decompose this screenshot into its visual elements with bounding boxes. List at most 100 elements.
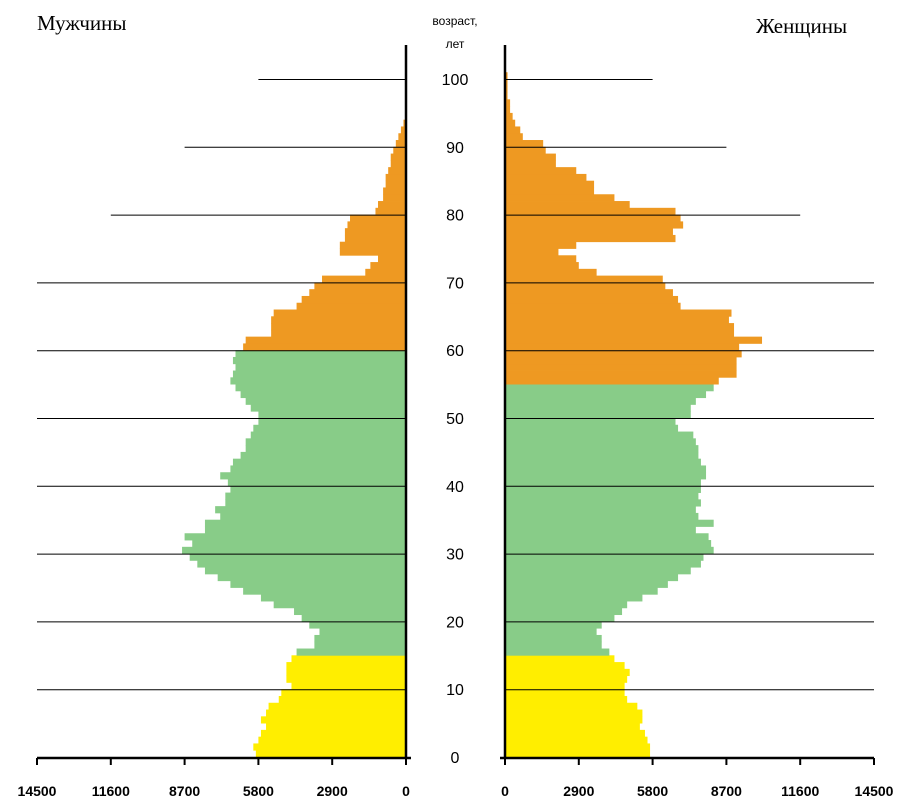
age-tick-label: 30 — [446, 547, 464, 564]
female-bar-age-96 — [505, 99, 511, 107]
male-bar-age-53 — [240, 390, 406, 399]
male-bar-age-82 — [383, 194, 406, 202]
male-bar-age-91 — [398, 133, 406, 141]
female-bar-age-79 — [505, 214, 681, 222]
male-bar-age-71 — [365, 268, 406, 277]
male-bar-age-44 — [240, 451, 406, 460]
female-bar-age-30 — [505, 546, 714, 554]
male-bar-age-9 — [281, 689, 406, 697]
female-bar-age-50 — [505, 411, 691, 419]
female-bar-age-0 — [505, 750, 651, 758]
male-bar-age-83 — [383, 187, 406, 195]
male-bar-age-39 — [230, 485, 406, 493]
male-x-tick-label: 11600 — [92, 783, 130, 799]
male-bar-age-6 — [266, 709, 406, 717]
male-bar-age-12 — [286, 668, 406, 677]
male-bar-age-81 — [378, 201, 406, 209]
female-bar-age-26 — [505, 573, 679, 582]
female-bar-age-35 — [505, 512, 699, 521]
male-bar-age-90 — [395, 140, 406, 148]
male-bar-age-68 — [309, 289, 406, 297]
male-bar-age-54 — [235, 384, 406, 392]
male-bar-age-61 — [245, 336, 406, 344]
female-bar-age-24 — [505, 587, 658, 595]
female-bar-age-81 — [505, 201, 630, 209]
male-bar-age-73 — [378, 255, 406, 263]
female-bar-age-37 — [505, 499, 701, 507]
female-bar-age-78 — [505, 221, 684, 229]
female-x-tick-label: 2900 — [563, 783, 594, 799]
female-bar-age-80 — [505, 207, 676, 215]
male-bar-age-56 — [232, 370, 406, 378]
male-bar-age-63 — [271, 323, 406, 331]
male-bar-age-50 — [258, 411, 406, 419]
male-bar-age-78 — [347, 221, 406, 229]
female-bar-age-15 — [505, 648, 610, 656]
female-bar-age-69 — [505, 282, 666, 290]
male-bar-age-4 — [266, 723, 406, 731]
female-bar-age-85 — [505, 173, 587, 182]
labels-layer: Мужчины Женщины возраст, лет 14500 11600 8… — [18, 11, 894, 799]
age-tick-label: 80 — [446, 208, 464, 225]
female-bar-age-19 — [505, 621, 602, 629]
female-bar-age-64 — [505, 316, 729, 324]
male-bar-age-25 — [230, 580, 406, 588]
female-bar-age-39 — [505, 485, 701, 493]
male-bar-age-67 — [301, 295, 406, 304]
female-bar-age-34 — [505, 519, 714, 527]
female-bar-age-5 — [505, 716, 643, 724]
female-bar-age-7 — [505, 702, 638, 710]
female-bar-age-47 — [505, 431, 694, 439]
male-bar-age-37 — [225, 499, 406, 507]
male-bar-age-0 — [255, 750, 406, 758]
male-bar-age-13 — [286, 662, 406, 670]
female-bar-age-97 — [505, 92, 508, 100]
female-title: Женщины — [756, 14, 847, 38]
female-bar-age-25 — [505, 580, 668, 588]
female-bar-age-14 — [505, 655, 615, 663]
male-bar-age-45 — [245, 445, 406, 453]
male-x-tick-label: 14500 — [18, 783, 57, 799]
female-bar-age-75 — [505, 241, 577, 249]
female-bar-age-4 — [505, 723, 640, 731]
female-bar-age-23 — [505, 594, 643, 602]
male-bar-age-46 — [245, 438, 406, 446]
male-bar-age-21 — [294, 607, 406, 616]
female-bar-age-89 — [505, 146, 546, 154]
female-bar-age-51 — [505, 404, 691, 412]
female-bar-age-27 — [505, 567, 691, 575]
female-bar-age-90 — [505, 140, 544, 148]
male-bar-age-77 — [344, 228, 406, 236]
age-tick-label: 20 — [446, 614, 464, 631]
female-bar-age-77 — [505, 228, 673, 236]
female-bar-age-58 — [505, 356, 737, 365]
male-bar-age-1 — [253, 743, 406, 751]
male-bar-age-15 — [296, 648, 406, 656]
female-bar-age-99 — [505, 79, 508, 87]
male-bar-age-52 — [245, 397, 406, 405]
female-bar-age-95 — [505, 106, 511, 114]
male-bar-age-14 — [291, 655, 406, 663]
male-bar-age-35 — [220, 512, 406, 521]
male-bar-age-20 — [301, 614, 406, 622]
female-bar-age-86 — [505, 167, 577, 175]
grid-lines — [37, 79, 874, 691]
female-bar-age-38 — [505, 492, 699, 500]
female-bar-age-82 — [505, 194, 615, 202]
male-bar-age-80 — [375, 207, 406, 215]
female-bar-age-84 — [505, 180, 595, 188]
female-bar-age-94 — [505, 112, 513, 121]
male-bar-age-32 — [184, 533, 406, 541]
male-bar-age-58 — [232, 356, 406, 365]
female-bar-age-42 — [505, 465, 707, 473]
female-bar-age-17 — [505, 634, 602, 643]
male-bar-age-43 — [232, 458, 406, 466]
female-bar-age-68 — [505, 289, 673, 297]
female-bar-age-32 — [505, 533, 709, 541]
male-bar-age-36 — [215, 506, 406, 514]
female-bar-age-61 — [505, 336, 763, 344]
male-bar-age-93 — [403, 119, 406, 127]
age-tick-label: 90 — [446, 140, 464, 157]
female-bar-age-9 — [505, 689, 625, 697]
female-bar-age-65 — [505, 309, 732, 317]
